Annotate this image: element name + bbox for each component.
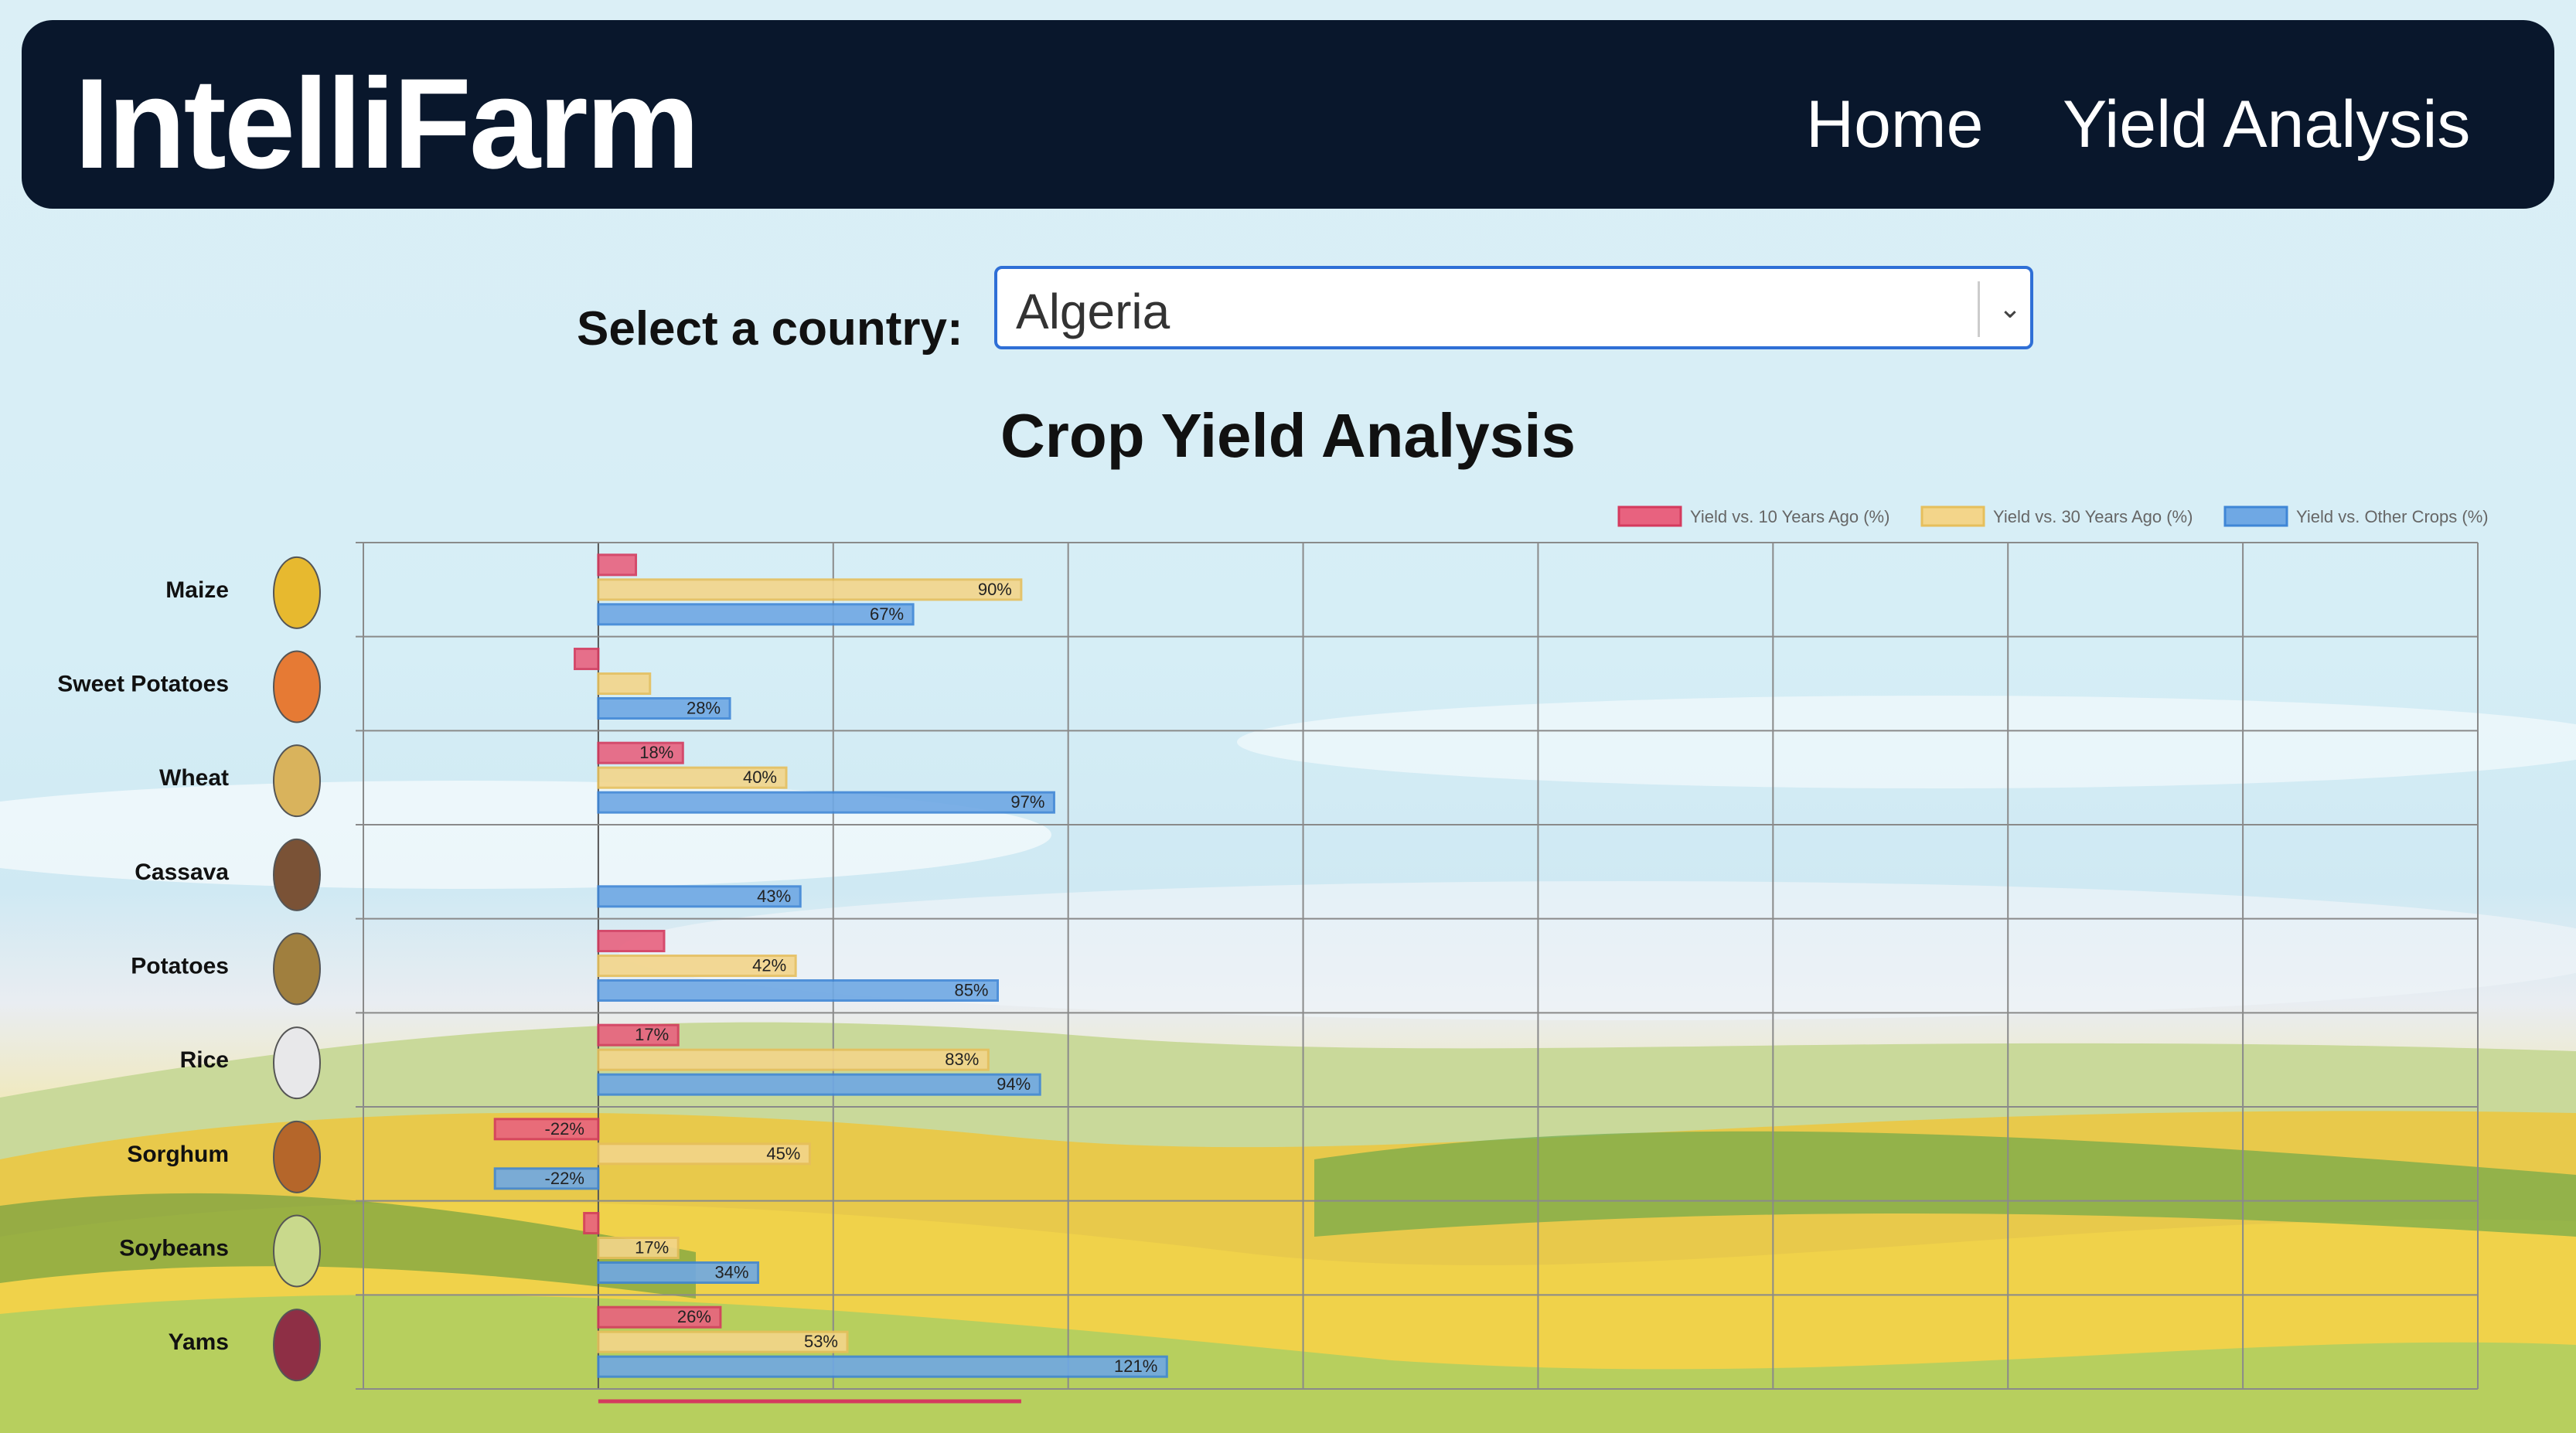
data-label: 34% xyxy=(714,1263,748,1282)
icon-shape xyxy=(273,1120,321,1193)
corn-icon xyxy=(273,556,321,629)
brand-logo[interactable]: IntelliFarm xyxy=(74,53,700,196)
data-label: -22% xyxy=(545,1119,584,1139)
legend-label: Yield vs. 10 Years Ago (%) xyxy=(1690,507,1889,526)
icon-shape xyxy=(273,1214,321,1288)
data-label: 67% xyxy=(870,604,904,624)
bar xyxy=(597,791,1055,814)
bar xyxy=(597,1142,811,1166)
bar xyxy=(597,1330,849,1353)
navbar: IntelliFarm Home Yield Analysis xyxy=(22,20,2554,209)
icon-shape xyxy=(273,1309,321,1382)
category-label: Yams xyxy=(169,1329,229,1355)
nav-yield-analysis-link[interactable]: Yield Analysis xyxy=(2063,87,2471,162)
data-label: 17% xyxy=(635,1238,669,1258)
data-label: 97% xyxy=(1010,792,1044,812)
icon-shape xyxy=(273,744,321,818)
bar xyxy=(597,741,684,764)
bar xyxy=(597,979,999,1002)
wheat-icon xyxy=(273,744,321,818)
bar xyxy=(583,1212,600,1234)
bar xyxy=(597,1305,722,1329)
data-label: 17% xyxy=(635,1025,669,1044)
icon-shape xyxy=(273,556,321,629)
bar xyxy=(574,648,600,670)
category-label: Wheat xyxy=(159,765,229,791)
icon-shape xyxy=(273,838,321,911)
data-label: 53% xyxy=(804,1332,838,1351)
sweet-potato-icon xyxy=(273,650,321,723)
data-label: -22% xyxy=(545,1169,584,1188)
rice-icon xyxy=(273,1026,321,1100)
country-select-label: Select a country: xyxy=(577,302,963,356)
nav-home-link[interactable]: Home xyxy=(1806,87,1984,162)
bar xyxy=(597,553,638,577)
data-label: 40% xyxy=(743,768,777,787)
bar xyxy=(597,885,802,908)
bar xyxy=(597,955,797,977)
bar xyxy=(597,1023,680,1047)
bar xyxy=(597,1073,1041,1096)
bar xyxy=(597,697,731,720)
data-label: 85% xyxy=(954,981,988,1000)
bar xyxy=(493,1167,600,1190)
category-label: Potatoes xyxy=(131,954,229,979)
data-label: 94% xyxy=(997,1074,1031,1094)
yam-icon xyxy=(273,1309,321,1382)
data-label: 43% xyxy=(757,887,791,906)
data-label: 28% xyxy=(687,699,721,718)
icon-shape xyxy=(273,1026,321,1100)
bar xyxy=(597,1048,990,1071)
category-label: Soybeans xyxy=(119,1236,229,1261)
bar xyxy=(597,672,652,695)
data-label: 26% xyxy=(677,1307,711,1326)
data-label: 90% xyxy=(978,580,1012,599)
bar xyxy=(597,603,915,626)
data-label: 45% xyxy=(766,1144,800,1163)
data-label: 83% xyxy=(945,1050,979,1069)
chart-title: Crop Yield Analysis xyxy=(1000,401,1576,470)
category-label: Sweet Potatoes xyxy=(57,672,229,697)
bar xyxy=(493,1118,600,1141)
select-divider xyxy=(1978,281,1980,337)
legend-swatch xyxy=(2223,505,2288,527)
data-label: 42% xyxy=(752,956,786,975)
soybean-icon xyxy=(273,1214,321,1288)
icon-shape xyxy=(273,932,321,1006)
data-label: 121% xyxy=(1114,1356,1157,1376)
bar xyxy=(597,930,666,952)
bar xyxy=(597,1237,680,1259)
cassava-icon xyxy=(273,838,321,911)
legend-swatch xyxy=(1617,505,1682,527)
bar xyxy=(597,1261,760,1284)
chevron-down-icon[interactable]: ⌄ xyxy=(1998,292,2022,324)
legend-label: Yield vs. 30 Years Ago (%) xyxy=(1993,507,2193,526)
bar xyxy=(597,578,1023,601)
bar xyxy=(597,766,788,789)
legend-swatch xyxy=(1920,505,1985,527)
category-label: Cassava xyxy=(135,859,229,885)
sorghum-icon xyxy=(273,1120,321,1193)
country-select-value: Algeria xyxy=(1016,284,1170,339)
potato-icon xyxy=(273,932,321,1006)
category-label: Rice xyxy=(180,1047,229,1073)
category-label: Sorghum xyxy=(127,1142,229,1167)
icon-shape xyxy=(273,650,321,723)
bar xyxy=(597,1355,1168,1378)
data-label: 18% xyxy=(639,743,673,762)
category-label: Maize xyxy=(165,577,229,603)
chart-grid xyxy=(356,542,2479,1390)
legend-label: Yield vs. Other Crops (%) xyxy=(2296,507,2489,526)
country-select[interactable]: Algeria ⌄ xyxy=(994,266,2033,349)
